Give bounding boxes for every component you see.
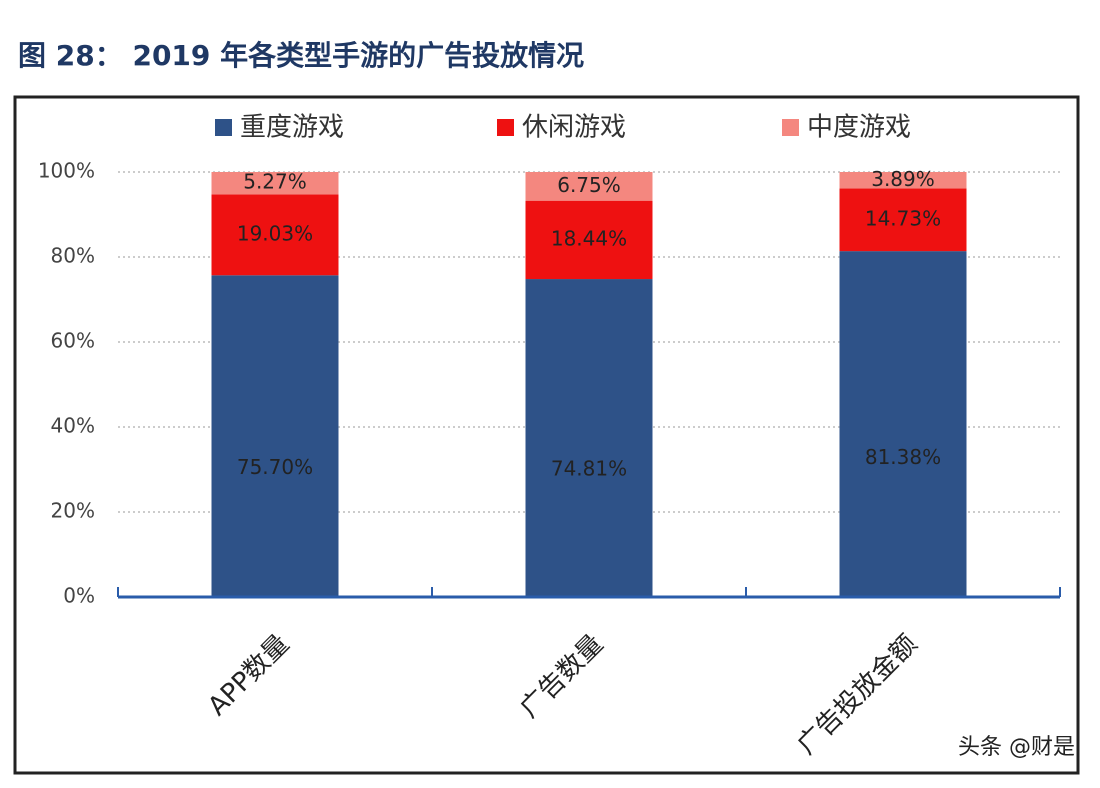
data-label: 3.89% [871, 167, 935, 191]
bar-segment [839, 251, 967, 597]
bar-segment [211, 275, 339, 597]
y-tick-label: 20% [51, 499, 95, 523]
bar-segment [839, 188, 967, 252]
watermark: 头条 @财是 [958, 735, 1075, 760]
bar-segment [525, 172, 653, 201]
legend-label: 休闲游戏 [522, 113, 626, 143]
bar-segment [211, 172, 339, 195]
legend-swatch [215, 119, 232, 136]
data-label: 19.03% [237, 221, 313, 245]
data-label: 75.70% [237, 455, 313, 479]
bar-segment [839, 172, 967, 189]
legend-label: 中度游戏 [807, 113, 911, 143]
data-label: 14.73% [865, 206, 941, 230]
data-label: 18.44% [551, 226, 627, 250]
y-tick-label: 40% [51, 414, 95, 438]
legend-label: 重度游戏 [240, 113, 344, 143]
y-tick-label: 60% [51, 329, 95, 353]
data-label: 74.81% [551, 456, 627, 480]
data-label: 6.75% [557, 173, 621, 197]
bar-segment [525, 200, 653, 280]
y-tick-label: 0% [63, 584, 95, 608]
legend-swatch [782, 119, 799, 136]
bar-segment [525, 279, 653, 597]
y-tick-label: 100% [38, 159, 95, 183]
chart-title: 图 28： 2019 年各类型手游的广告投放情况 [18, 39, 584, 72]
data-label: 81.38% [865, 445, 941, 469]
legend-swatch [497, 119, 514, 136]
data-label: 5.27% [243, 170, 307, 194]
bar-segment [211, 194, 339, 276]
y-tick-label: 80% [51, 244, 95, 268]
